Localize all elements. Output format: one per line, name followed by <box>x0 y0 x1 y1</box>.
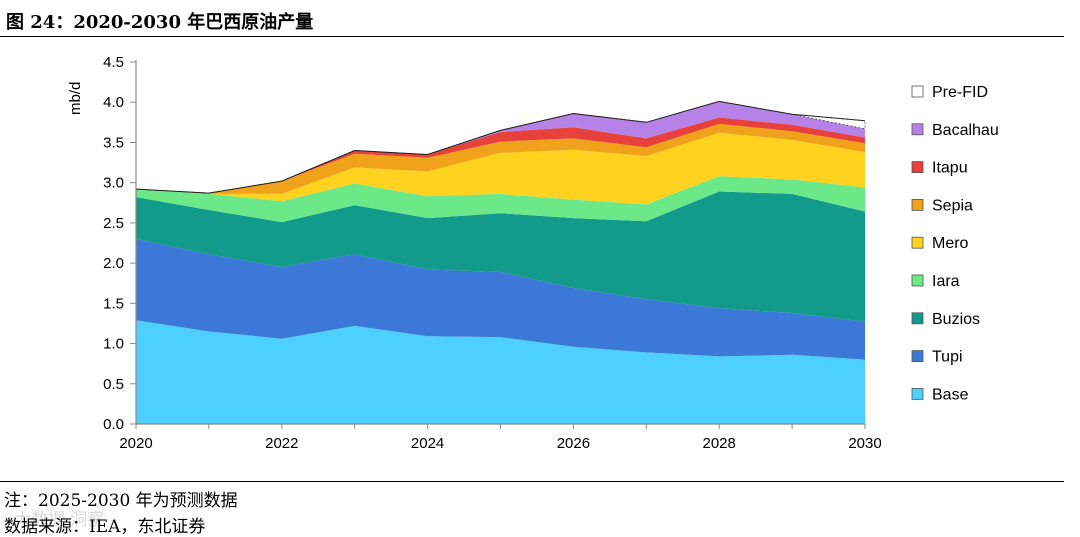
area-top-outline <box>135 100 866 194</box>
figure-title: 图 24：2020-2030 年巴西原油产量 <box>6 12 314 33</box>
legend-swatch-tupi <box>911 350 924 363</box>
area-bacalhau <box>136 101 865 194</box>
legend-label-buzios: Buzios <box>932 311 980 328</box>
x-tick-label: 2028 <box>703 435 736 452</box>
area-sepia <box>136 123 865 194</box>
x-tick-label: 2026 <box>557 435 590 452</box>
y-axis-label: mb/d <box>67 82 84 115</box>
x-tick-label: 2030 <box>848 435 881 452</box>
x-tick-label: 2022 <box>265 435 298 452</box>
legend-label-iara: Iara <box>932 273 960 290</box>
y-tick-label: 4.0 <box>103 94 124 111</box>
legend-label-pre-fid: Pre-FID <box>932 84 988 101</box>
y-tick-label: 1.5 <box>103 295 124 312</box>
stacked-area-chart: 0.0 0.5 1.0 1.5 2.0 2.5 3.0 3.5 4.0 4.5 2020 2022 20… <box>67 54 999 452</box>
watermark-text: 大数据 洞察 <box>14 510 105 530</box>
legend-label-tupi: Tupi <box>932 349 963 366</box>
legend-label-sepia: Sepia <box>932 197 973 214</box>
area-itapu <box>136 117 865 194</box>
y-tick-label: 2.0 <box>103 255 124 272</box>
legend-swatch-buzios <box>911 312 924 325</box>
legend-swatch-base <box>911 387 924 400</box>
legend-swatch-pre-fid <box>911 85 924 98</box>
y-tick-label: 3.0 <box>103 175 124 192</box>
y-tick-label: 0.0 <box>103 416 124 433</box>
x-tick-label: 2020 <box>119 435 152 452</box>
y-tick-label: 2.5 <box>103 215 124 232</box>
legend-swatch-itapu <box>911 161 924 173</box>
legend-swatch-bacalhau <box>911 123 924 136</box>
legend-swatch-mero <box>911 236 924 249</box>
area-tupi <box>136 239 865 360</box>
bottom-rule <box>0 481 1064 482</box>
legend-swatch-sepia <box>911 198 924 211</box>
chart-source: 数据来源：IEA，东北证券 <box>4 517 206 537</box>
area-buzios <box>136 191 865 322</box>
chart-note: 注：2025-2030 年为预测数据 <box>4 491 238 511</box>
area-base <box>136 320 865 424</box>
y-tick-label: 3.5 <box>103 134 124 151</box>
legend-label-mero: Mero <box>932 235 969 252</box>
y-tick-label: 1.0 <box>103 336 124 353</box>
legend-swatch-iara <box>911 274 924 287</box>
legend-label-bacalhau: Bacalhau <box>932 122 999 139</box>
x-tick-label: 2024 <box>411 435 444 452</box>
y-tick-label: 4.5 <box>103 54 124 71</box>
area-iara <box>136 176 865 223</box>
axis-layer: 0.0 0.5 1.0 1.5 2.0 2.5 3.0 3.5 4.0 4.5 2020 2022 20… <box>103 54 882 452</box>
area-mero <box>136 132 865 205</box>
legend-label-base: Base <box>932 386 969 403</box>
area-layer <box>135 100 866 424</box>
top-rule <box>0 36 1064 37</box>
legend-label-itapu: Itapu <box>932 160 968 177</box>
y-tick-label: 0.5 <box>103 376 124 393</box>
legend-layer: Pre-FID Bacalhau Itapu Sepia Mero Iara Buzios T… <box>911 84 999 403</box>
